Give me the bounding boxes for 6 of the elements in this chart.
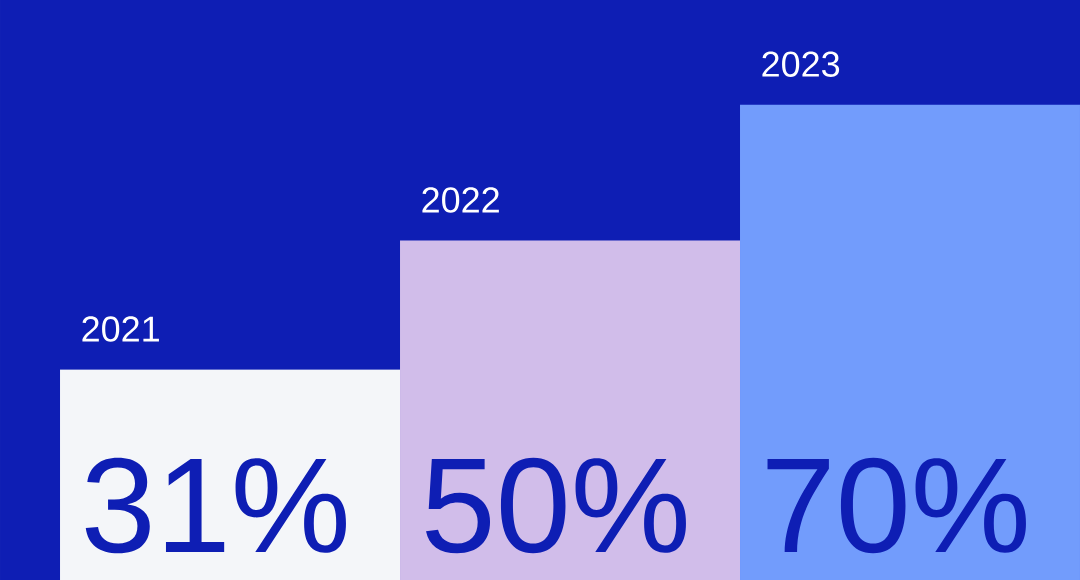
x-tick-label: 2023 bbox=[762, 51, 840, 77]
x-tick-label: 2021 bbox=[82, 316, 159, 342]
data-label: 31% bbox=[85, 457, 346, 554]
x-tick-label: 2022 bbox=[422, 187, 499, 213]
data-label: 70% bbox=[767, 457, 1026, 554]
data-label: 50% bbox=[426, 457, 686, 554]
